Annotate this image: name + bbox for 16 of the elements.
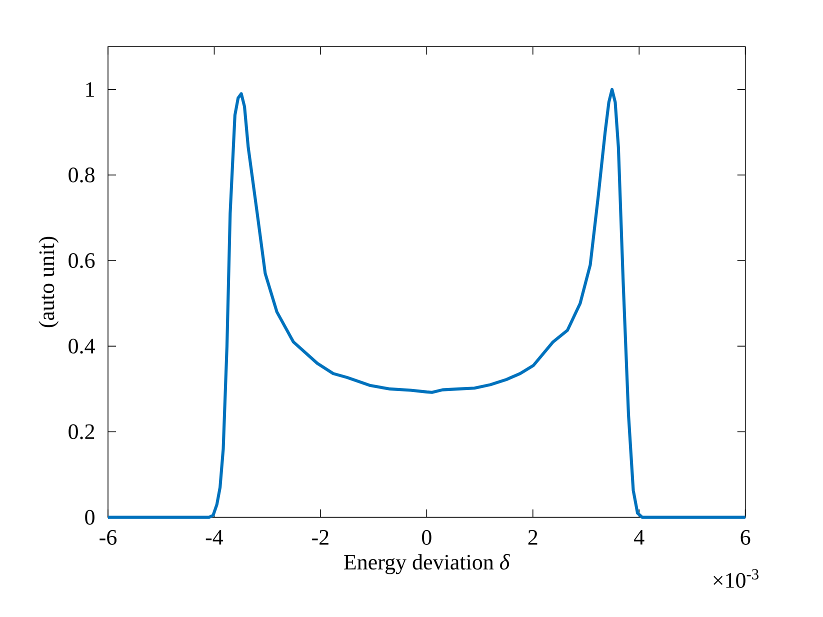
y-tick-label: 0 — [85, 510, 94, 525]
x-tick-label: 2 — [528, 530, 538, 545]
y-axis-title: (auto unit) — [38, 236, 59, 328]
text: ×10$^{-3}$ — [714, 569, 758, 588]
x-tick-label: -6 — [100, 530, 117, 545]
x-tick-label: -4 — [206, 530, 224, 545]
x-tick-label: 6 — [740, 530, 750, 545]
y-tick-label: 0.2 — [68, 424, 94, 440]
y-tick-label: 0.4 — [68, 338, 95, 354]
x-tick-label: 4 — [634, 530, 644, 545]
x-axis-title: Energy deviation δ — [344, 554, 510, 574]
y-tick-label: 1 — [86, 82, 94, 97]
x-tick-label: 0 — [422, 530, 432, 545]
y-tick-label: 0.8 — [68, 168, 94, 182]
x-tick-label: -2 — [312, 530, 328, 545]
y-tick-label: 0.6 — [68, 253, 95, 268]
